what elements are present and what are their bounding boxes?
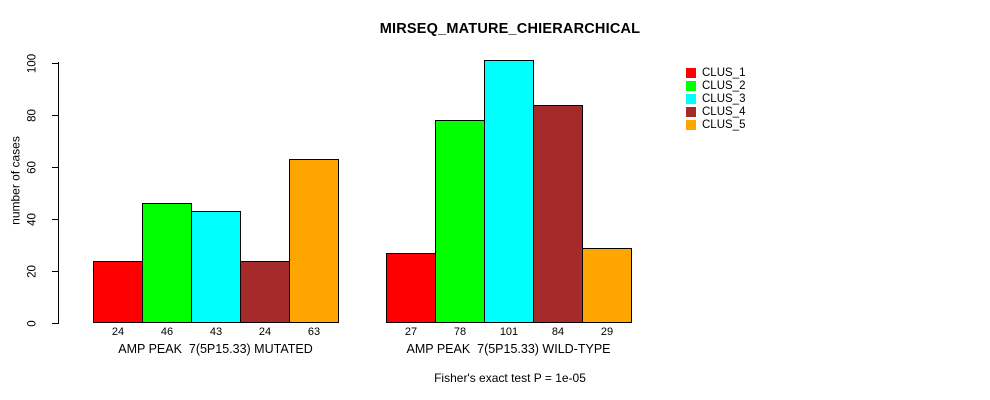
y-axis-tick-label: 40 [26,213,39,226]
y-axis-tick [52,271,58,272]
bar-clus_2-group-1 [142,203,192,323]
legend-label-clus_4: CLUS_4 [702,106,746,118]
y-axis-tick-label: 100 [26,53,39,74]
bar-value-label: 27 [404,326,418,338]
bar-clus_3-group-1 [191,211,241,323]
y-axis-tick-label: 20 [26,265,39,278]
bar-value-label: 29 [600,326,614,338]
bar-value-label: 84 [551,326,565,338]
bar-value-label: 101 [499,326,519,338]
bar-clus_4-group-1 [240,261,290,323]
y-axis-label: number of cases [8,136,23,225]
bar-clus_1-group-2 [386,253,436,323]
bar-value-label: 63 [307,326,321,338]
bar-clus_5-group-2 [582,248,632,323]
y-axis-line [58,62,59,324]
legend-swatch-clus_3 [686,94,696,104]
y-axis-tick-label: 60 [26,161,39,174]
legend-swatch-clus_1 [686,68,696,78]
bar-clus_4-group-2 [533,105,583,323]
y-axis-tick [52,167,58,168]
bar-value-label: 24 [258,326,272,338]
bar-value-label: 46 [160,326,174,338]
y-axis-tick [52,323,58,324]
bar-clus_3-group-2 [484,60,534,323]
legend-label-clus_5: CLUS_5 [702,119,746,131]
legend-label-clus_3: CLUS_3 [702,93,746,105]
bar-value-label: 43 [209,326,223,338]
y-axis-tick-label: 80 [26,109,39,122]
chart-title: MIRSEQ_MATURE_CHIERARCHICAL [379,21,641,37]
legend-swatch-clus_2 [686,81,696,91]
legend-label-clus_2: CLUS_2 [702,80,746,92]
legend-label-clus_1: CLUS_1 [702,67,746,79]
bar-clus_2-group-2 [435,120,485,323]
y-axis-tick [52,63,58,64]
legend-swatch-clus_4 [686,107,696,117]
y-axis-tick [52,219,58,220]
y-axis-tick-label: 0 [26,320,39,327]
bar-clus_1-group-1 [93,261,143,323]
bar-clus_5-group-1 [289,159,339,323]
y-axis-tick [52,115,58,116]
bar-value-label: 24 [111,326,125,338]
annotation-text: Fisher's exact test P = 1e-05 [434,371,586,385]
legend-swatch-clus_5 [686,120,696,130]
category-label: AMP PEAK 7(5P15.33) MUTATED [118,342,313,356]
bar-value-label: 78 [453,326,467,338]
category-label: AMP PEAK 7(5P15.33) WILD-TYPE [406,342,611,356]
